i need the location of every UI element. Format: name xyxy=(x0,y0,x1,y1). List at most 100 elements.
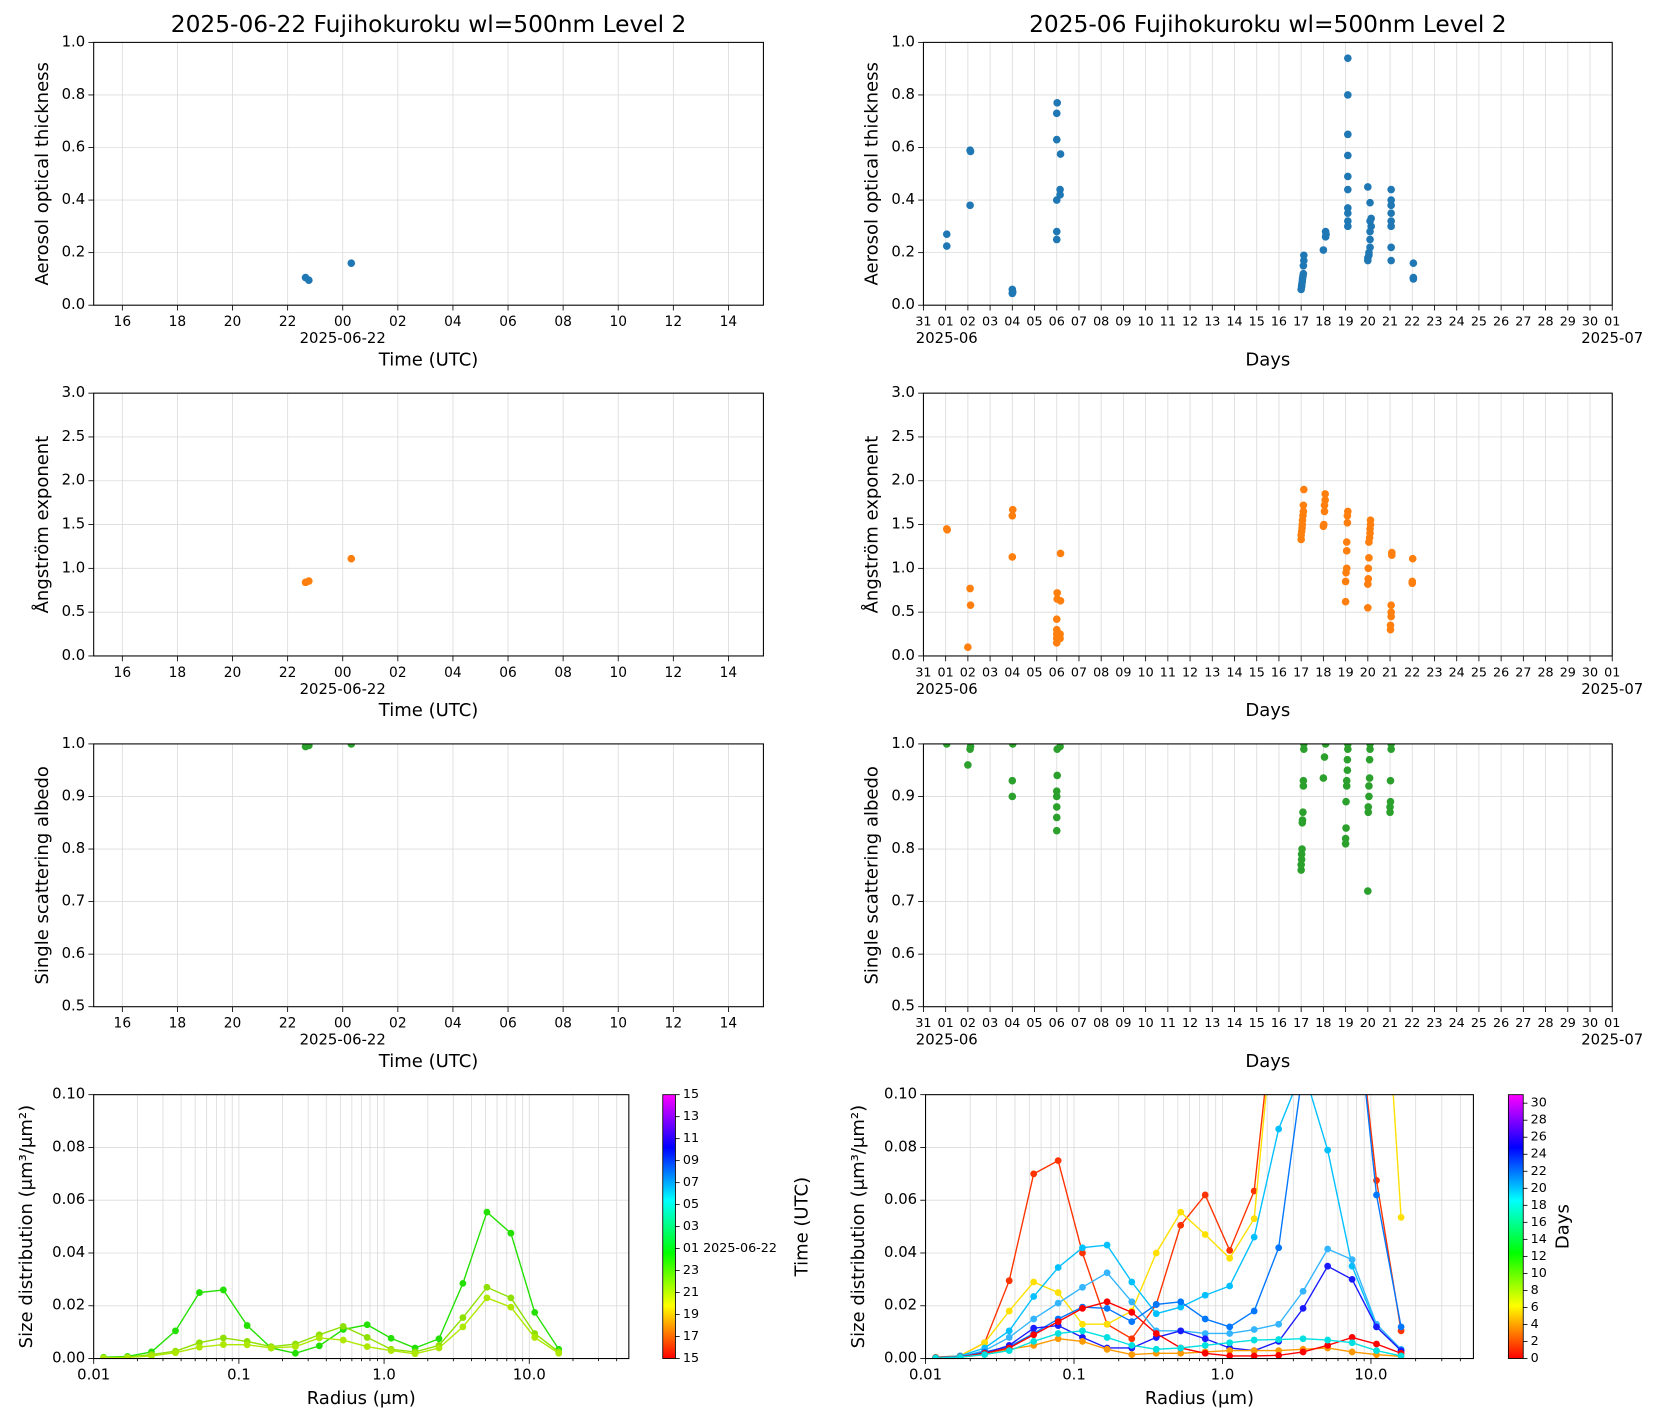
x-tick-label: 21 xyxy=(1382,664,1398,679)
x-end-label: 2025-07 xyxy=(1581,681,1643,698)
point xyxy=(1152,1345,1160,1353)
y-axis-label: Single scattering albedo xyxy=(32,766,53,984)
point xyxy=(1152,1301,1160,1308)
point xyxy=(1366,745,1374,753)
series-line xyxy=(103,1286,560,1359)
point xyxy=(555,1349,563,1357)
point xyxy=(1344,217,1352,225)
colorbar-tick-label: 12 xyxy=(1531,1248,1547,1263)
point xyxy=(1364,808,1373,817)
point xyxy=(1364,603,1372,612)
point xyxy=(1008,776,1017,785)
x-tick-label: 20 xyxy=(1360,1015,1376,1030)
point xyxy=(347,554,356,563)
point xyxy=(1397,1213,1405,1221)
point xyxy=(981,1351,989,1358)
colorbar-tick-label: 15 xyxy=(683,1350,699,1365)
x-axis-label: Days xyxy=(1245,349,1290,370)
x-tick-label: 07 xyxy=(1071,664,1087,679)
frame xyxy=(922,392,1613,657)
x-tick-label: 22 xyxy=(1404,664,1420,679)
x-tick-label: 05 xyxy=(1026,1015,1042,1030)
x-tick-label: 30 xyxy=(1582,314,1598,329)
x-tick-label: 13 xyxy=(1204,314,1220,329)
x-tick-label: 04 xyxy=(444,1016,462,1032)
x-tick-label: 08 xyxy=(1093,314,1109,329)
frame xyxy=(93,743,764,1008)
point xyxy=(1226,1246,1234,1254)
colorbar-label: Days xyxy=(1552,1204,1573,1249)
point xyxy=(172,1327,179,1335)
point xyxy=(1397,1323,1405,1331)
y-tick-label: 0.9 xyxy=(62,787,86,804)
point xyxy=(1052,787,1061,796)
point xyxy=(1342,564,1351,573)
point xyxy=(1364,803,1373,811)
point xyxy=(1344,745,1352,753)
point xyxy=(1344,130,1352,139)
x-tick-label: 18 xyxy=(1315,664,1331,679)
point xyxy=(1030,1315,1038,1323)
point xyxy=(1128,1341,1136,1349)
x-tick-label: 20 xyxy=(1360,664,1376,679)
point xyxy=(1367,214,1375,223)
point xyxy=(1320,753,1329,761)
point xyxy=(1201,1231,1209,1238)
point xyxy=(1005,1327,1013,1335)
x-tick-label: 16 xyxy=(1271,664,1287,679)
x-tick-label: 06 xyxy=(1049,664,1065,679)
point xyxy=(943,525,952,534)
point xyxy=(1344,204,1352,212)
point xyxy=(196,1343,203,1351)
point xyxy=(1320,507,1329,516)
point xyxy=(1177,1349,1185,1357)
point xyxy=(1342,824,1350,832)
y-tick-label: 1.0 xyxy=(62,33,86,50)
point xyxy=(1177,1208,1185,1216)
point xyxy=(1275,1347,1283,1355)
point xyxy=(347,259,356,267)
x-tick-label: 19 xyxy=(1338,314,1354,329)
point xyxy=(1364,575,1373,583)
point xyxy=(1386,797,1395,806)
point xyxy=(1052,803,1061,811)
x-tick-label: 01 xyxy=(938,1015,954,1030)
y-axis-label: Ångström exponent xyxy=(31,436,53,614)
x-tick-label: 31 xyxy=(915,664,931,679)
point xyxy=(1056,549,1065,558)
x-tick-label: 0.1 xyxy=(1062,1366,1086,1383)
point xyxy=(1056,185,1064,194)
point xyxy=(172,1349,179,1357)
x-axis-label: Days xyxy=(1245,1051,1290,1072)
point xyxy=(1387,256,1395,265)
x-tick-label: 26 xyxy=(1493,1015,1509,1030)
point xyxy=(1008,511,1017,520)
point xyxy=(1079,1249,1086,1257)
y-tick-label: 0.2 xyxy=(62,244,86,261)
y-tick-label: 0.02 xyxy=(52,1297,85,1314)
point xyxy=(1128,1278,1136,1286)
x-start-label: 2025-06 xyxy=(916,1032,978,1049)
point xyxy=(435,1344,443,1352)
point xyxy=(1056,743,1064,751)
y-tick-label: 0.5 xyxy=(62,998,86,1015)
marks xyxy=(932,959,1405,1359)
x-tick-label: 21 xyxy=(1382,1015,1398,1030)
chart-title: 2025-06-22 Fujihokuroku wl=500nm Level 2 xyxy=(171,11,687,38)
point xyxy=(1299,776,1308,785)
x-tick-label: 23 xyxy=(1426,664,1442,679)
point xyxy=(1373,1347,1380,1355)
x-tick-label: 03 xyxy=(982,664,998,679)
point xyxy=(1030,1293,1038,1300)
x-tick-label: 05 xyxy=(1026,314,1042,329)
point xyxy=(387,1347,395,1355)
x-tick-label: 22 xyxy=(1404,314,1420,329)
x-tick-label: 14 xyxy=(1226,1015,1242,1030)
x-tick-label: 16 xyxy=(114,314,132,330)
point xyxy=(1349,959,1356,966)
x-tick-label: 10 xyxy=(609,1016,627,1032)
point xyxy=(1344,54,1352,62)
point xyxy=(1341,577,1350,586)
chart-title: 2025-06 Fujihokuroku wl=500nm Level 2 xyxy=(1029,11,1507,38)
x-axis-label: Days xyxy=(1245,700,1290,721)
